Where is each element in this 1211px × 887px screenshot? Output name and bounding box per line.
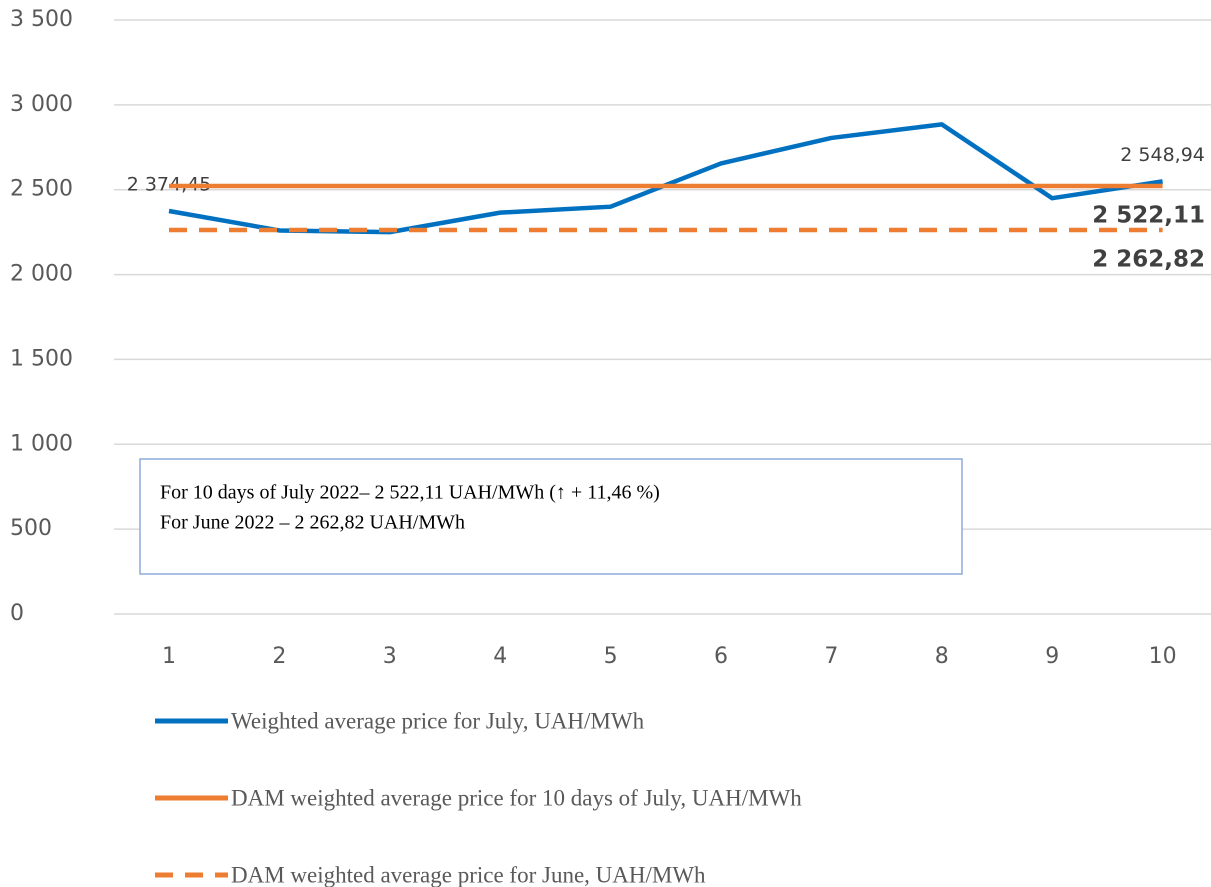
data-label: 2 522,11 bbox=[1092, 202, 1205, 228]
y-tick-label: 1 000 bbox=[10, 431, 73, 456]
x-tick-label: 7 bbox=[824, 644, 838, 669]
legend-label: Weighted average price for July, UAH/MWh bbox=[231, 708, 645, 733]
x-tick-label: 2 bbox=[272, 644, 286, 669]
x-tick-label: 6 bbox=[714, 644, 728, 669]
y-tick-label: 1 500 bbox=[10, 346, 73, 371]
y-tick-label: 3 500 bbox=[10, 7, 73, 32]
data-label: 2 262,82 bbox=[1092, 246, 1205, 272]
data-label: 2 548,94 bbox=[1120, 144, 1205, 166]
y-tick-label: 2 000 bbox=[10, 262, 73, 287]
y-tick-label: 3 000 bbox=[10, 92, 73, 117]
legend-label: DAM weighted average price for June, UAH… bbox=[231, 862, 706, 887]
y-tick-label: 0 bbox=[10, 601, 24, 626]
x-tick-label: 5 bbox=[604, 644, 618, 669]
x-tick-label: 1 bbox=[162, 644, 176, 669]
x-tick-label: 4 bbox=[493, 644, 507, 669]
y-tick-label: 2 500 bbox=[10, 177, 73, 202]
legend-label: DAM weighted average price for 10 days o… bbox=[231, 785, 802, 810]
series-line bbox=[168, 122, 1163, 235]
x-tick-label: 3 bbox=[383, 644, 397, 669]
annotation-box bbox=[139, 458, 963, 575]
annotation: For 10 days of July 2022– 2 522,11 UAH/M… bbox=[160, 482, 660, 504]
x-tick-label: 8 bbox=[935, 644, 949, 669]
annotation: For June 2022 – 2 262,82 UAH/MWh bbox=[160, 512, 465, 534]
x-tick-label: 10 bbox=[1149, 644, 1177, 669]
x-tick-label: 9 bbox=[1045, 644, 1059, 669]
y-tick-label: 500 bbox=[10, 516, 52, 541]
